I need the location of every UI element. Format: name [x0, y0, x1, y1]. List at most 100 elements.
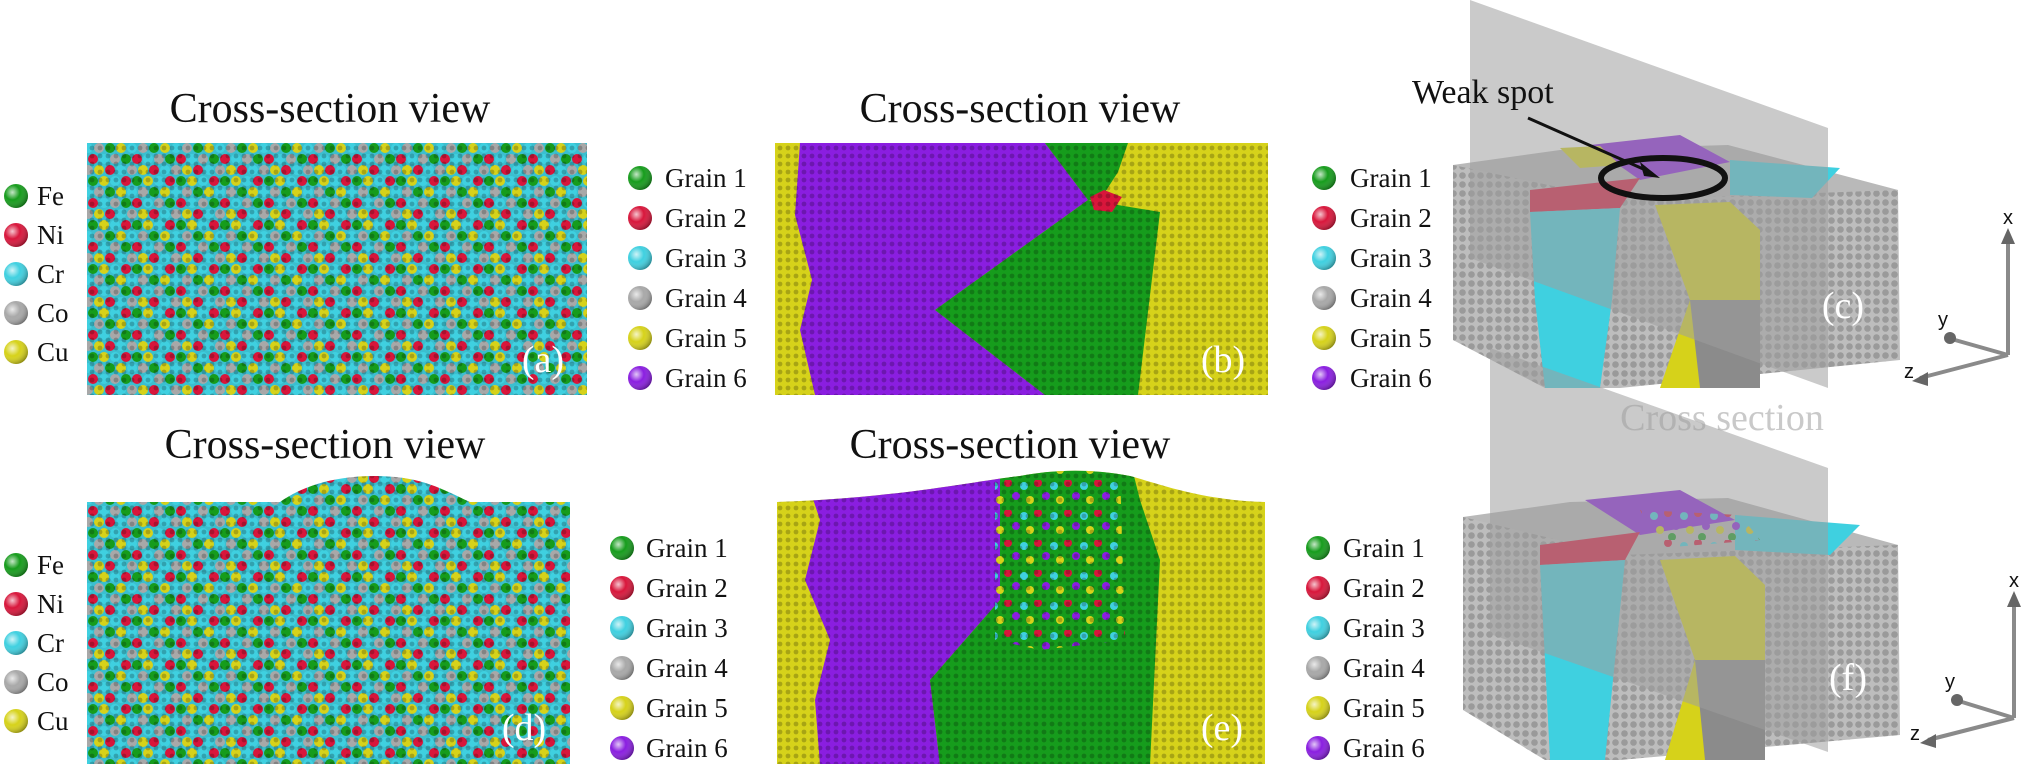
legend-grains-e: Grain 1 Grain 2 Grain 3 Grain 4 Grain 5 Grain… — [610, 533, 728, 763]
weak-spot-ring — [1598, 155, 1728, 201]
legend-label-grain-2: Grain 2 — [646, 573, 728, 603]
legend-label-grain-6: Grain 6 — [646, 733, 728, 763]
legend-item-fe: Fe — [4, 550, 64, 580]
legend-label-grain-5: Grain 5 — [665, 323, 747, 353]
legend-item-co: Co — [4, 298, 69, 328]
legend-item-grain-4: Grain 4 — [1306, 653, 1425, 683]
panel-b-label: (b) — [1201, 339, 1245, 381]
legend-item-cr: Cr — [4, 628, 64, 658]
legend-label-co: Co — [37, 298, 69, 328]
axis-z-label-bottom: z — [1910, 723, 1920, 745]
legend-grains-b: Grain 1 Grain 2 Grain 3 Grain 4 Grain 5 Grain… — [628, 163, 747, 393]
legend-item-fe: Fe — [4, 181, 64, 211]
legend-item-grain-2: Grain 2 — [1306, 573, 1425, 603]
panel-d-title: Cross-section view — [165, 422, 486, 468]
legend-item-grain-1: Grain 1 — [1312, 163, 1432, 193]
axis-y-label: y — [1938, 309, 1948, 331]
panel-a-title: Cross-section view — [170, 86, 491, 132]
panel-d: Cross-section view (d) — [87, 422, 570, 764]
legend-item-grain-6: Grain 6 — [628, 363, 747, 393]
legend-label-grain-1: Grain 1 — [665, 163, 747, 193]
legend-label-grain-2: Grain 2 — [665, 203, 747, 233]
panel-e-title: Cross-section view — [850, 422, 1171, 468]
legend-item-grain-5: Grain 5 — [1306, 693, 1425, 723]
legend-item-grain-3: Grain 3 — [1312, 243, 1432, 273]
axis-x-label-bottom: x — [2009, 570, 2019, 592]
legend-label-grain-3: Grain 3 — [1343, 613, 1425, 643]
legend-label-grain-1: Grain 1 — [646, 533, 728, 563]
legend-label-grain-4: Grain 4 — [646, 653, 728, 683]
legend-item-grain-4: Grain 4 — [628, 283, 747, 313]
legend-item-grain-1: Grain 1 — [610, 533, 728, 563]
legend-label-grain-1: Grain 1 — [1343, 533, 1425, 563]
legend-item-grain-4: Grain 4 — [1312, 283, 1432, 313]
panel-c: Weak spot (c) Cross section — [1412, 0, 1900, 439]
legend-item-grain-2: Grain 2 — [628, 203, 747, 233]
legend-label-grain-4: Grain 4 — [1343, 653, 1425, 683]
legend-item-cr: Cr — [4, 259, 64, 289]
legend-item-grain-1: Grain 1 — [628, 163, 747, 193]
legend-label-grain-1: Grain 1 — [1350, 163, 1432, 193]
axis-x-label: x — [2003, 207, 2013, 229]
legend-item-ni: Ni — [4, 589, 64, 619]
axis-z-label: z — [1904, 361, 1914, 383]
panel-b-title: Cross-section view — [860, 86, 1181, 132]
legend-label-fe: Fe — [37, 181, 64, 211]
legend-label-cr: Cr — [37, 259, 64, 289]
legend-label-ni: Ni — [37, 220, 64, 250]
legend-item-grain-2: Grain 2 — [610, 573, 728, 603]
panel-f-label: (f) — [1829, 657, 1867, 699]
legend-label-grain-5: Grain 5 — [1343, 693, 1425, 723]
axis-triad-bottom: x y z — [1910, 570, 2021, 748]
cross-section-plane-f — [1490, 348, 1828, 752]
legend-label-grain-5: Grain 5 — [1350, 323, 1432, 353]
legend-item-grain-5: Grain 5 — [1312, 323, 1432, 353]
cross-section-plane-c — [1470, 0, 1828, 388]
panel-d-label: (d) — [502, 707, 546, 749]
legend-item-grain-2: Grain 2 — [1312, 203, 1432, 233]
legend-label-grain-6: Grain 6 — [1350, 363, 1432, 393]
weak-spot-arrow — [1527, 116, 1651, 174]
legend-label-cr: Cr — [37, 628, 64, 658]
legend-item-grain-3: Grain 3 — [628, 243, 747, 273]
panel-a-label: (a) — [522, 339, 564, 381]
panel-a: Cross-section view (a) — [87, 86, 587, 395]
legend-label-grain-3: Grain 3 — [646, 613, 728, 643]
legend-item-grain-6: Grain 6 — [1312, 363, 1432, 393]
legend-label-grain-6: Grain 6 — [1343, 733, 1425, 763]
legend-label-grain-2: Grain 2 — [1350, 203, 1432, 233]
axis-x-line — [1919, 353, 2009, 380]
legend-grains-f: Grain 1 Grain 2 Grain 3 Grain 4 Grain 5 Grain… — [1306, 533, 1425, 763]
weak-spot-label: Weak spot — [1412, 74, 1554, 111]
legend-item-grain-6: Grain 6 — [610, 733, 728, 763]
legend-item-grain-3: Grain 3 — [1306, 613, 1425, 643]
legend-item-grain-5: Grain 5 — [610, 693, 728, 723]
legend-elements-d: Fe Ni Cr Co Cu — [4, 550, 69, 736]
legend-label-co: Co — [37, 667, 69, 697]
legend-label-grain-6: Grain 6 — [665, 363, 747, 393]
legend-item-grain-5: Grain 5 — [628, 323, 747, 353]
panel-b: Cross-section view (b) — [775, 86, 1268, 395]
legend-label-grain-3: Grain 3 — [665, 243, 747, 273]
legend-item-co: Co — [4, 667, 69, 697]
legend-item-cu: Cu — [4, 706, 69, 736]
legend-item-grain-3: Grain 3 — [610, 613, 728, 643]
panel-e: Cross-section view (e) — [777, 422, 1265, 764]
legend-label-grain-4: Grain 4 — [1350, 283, 1432, 313]
legend-label-grain-2: Grain 2 — [1343, 573, 1425, 603]
legend-item-grain-6: Grain 6 — [1306, 733, 1425, 763]
legend-item-grain-1: Grain 1 — [1306, 533, 1425, 563]
legend-item-cu: Cu — [4, 337, 69, 367]
legend-label-ni: Ni — [37, 589, 64, 619]
axis-y-label-bottom: y — [1945, 671, 1955, 693]
legend-item-ni: Ni — [4, 220, 64, 250]
legend-elements-a: Fe Ni Cr Co Cu — [4, 181, 69, 367]
legend-label-grain-4: Grain 4 — [665, 283, 747, 313]
legend-label-cu: Cu — [37, 337, 69, 367]
legend-label-grain-3: Grain 3 — [1350, 243, 1432, 273]
legend-item-grain-4: Grain 4 — [610, 653, 728, 683]
legend-grains-c: Grain 1 Grain 2 Grain 3 Grain 4 Grain 5 Grain… — [1312, 163, 1432, 393]
panel-e-label: (e) — [1201, 707, 1243, 749]
legend-label-grain-5: Grain 5 — [646, 693, 728, 723]
